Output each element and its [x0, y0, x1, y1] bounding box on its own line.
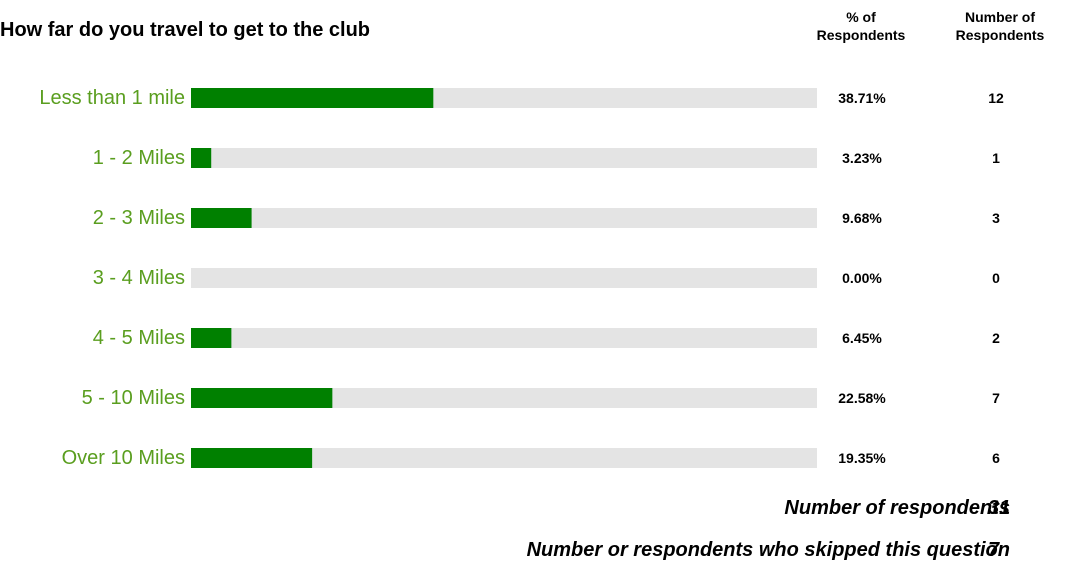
count-label: 2 — [992, 330, 1000, 346]
percent-column-header: % of Respondents — [806, 8, 916, 44]
percent-label: 3.23% — [842, 150, 882, 166]
category-label: 5 - 10 Miles — [82, 387, 185, 409]
category-label: Over 10 Miles — [62, 447, 185, 469]
skipped-summary-label: Number or respondents who skipped this q… — [526, 539, 1010, 561]
bar — [191, 448, 313, 468]
percent-label: 22.58% — [838, 390, 886, 406]
count-label: 3 — [992, 210, 1000, 226]
bar-track — [191, 208, 817, 228]
count-header-line1: Number of — [965, 9, 1035, 25]
count-label: 6 — [992, 450, 1000, 466]
bar — [191, 328, 232, 348]
bar — [191, 208, 252, 228]
percent-label: 38.71% — [838, 90, 886, 106]
category-label: 2 - 3 Miles — [93, 207, 185, 229]
percent-header-line2: Respondents — [816, 27, 906, 43]
count-label: 12 — [988, 90, 1004, 106]
bar-track — [191, 268, 817, 288]
bar-track — [191, 148, 817, 168]
percent-label: 19.35% — [838, 450, 886, 466]
bar-track — [191, 388, 817, 408]
category-label: 3 - 4 Miles — [93, 267, 185, 289]
bar-chart: Less than 1 mile 38.71% 121 - 2 Miles 3.23%… — [39, 87, 1004, 469]
count-label: 7 — [992, 390, 1000, 406]
category-label: Less than 1 mile — [39, 87, 185, 109]
respondents-summary-value: 31 — [988, 497, 1011, 519]
question-title: How far do you travel to get to the club — [0, 19, 371, 41]
count-header-line2: Respondents — [955, 27, 1045, 43]
respondents-summary-label: Number of respondents — [784, 497, 1010, 519]
bar — [191, 148, 212, 168]
category-label: 1 - 2 Miles — [93, 147, 185, 169]
count-label: 0 — [992, 270, 1000, 286]
skipped-summary-value: 7 — [988, 539, 1000, 561]
category-label: 4 - 5 Miles — [93, 327, 185, 349]
count-label: 1 — [992, 150, 1000, 166]
percent-label: 0.00% — [842, 270, 882, 286]
bar — [191, 388, 333, 408]
bar — [191, 88, 434, 108]
percent-header-line1: % of — [846, 9, 876, 25]
bar-track — [191, 448, 817, 468]
percent-label: 6.45% — [842, 330, 882, 346]
count-column-header: Number of Respondents — [938, 8, 1062, 44]
bar-track — [191, 328, 817, 348]
percent-label: 9.68% — [842, 210, 882, 226]
